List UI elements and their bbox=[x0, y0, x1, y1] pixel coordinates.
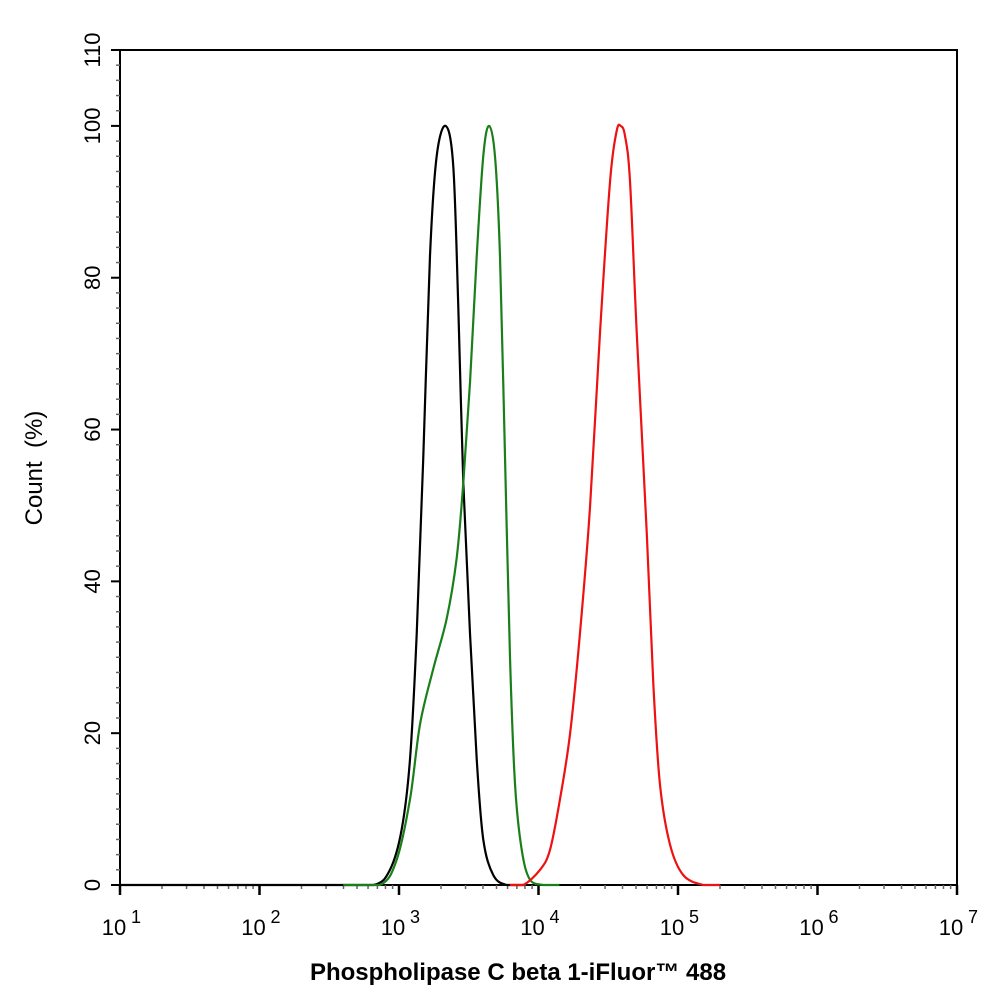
x-axis: 10 1 10 2 10 3 10 4 10 5 10 6 10 7 bbox=[102, 885, 978, 940]
x-tick-label: 10 bbox=[520, 915, 544, 940]
histogram-line-red bbox=[510, 123, 720, 887]
y-tick-label: 80 bbox=[80, 265, 105, 289]
x-tick-label: 10 bbox=[799, 915, 823, 940]
x-tick-label: 10 bbox=[381, 915, 405, 940]
y-tick-label: 60 bbox=[80, 417, 105, 441]
x-tick-exponent: 1 bbox=[131, 907, 141, 927]
x-tick-label: 10 bbox=[660, 915, 684, 940]
x-tick-exponent: 6 bbox=[828, 907, 838, 927]
histogram-line-green bbox=[343, 124, 560, 887]
x-tick-label: 10 bbox=[102, 915, 126, 940]
y-axis: 0 20 40 60 80 100 110 bbox=[80, 32, 120, 891]
y-tick-label: 20 bbox=[80, 721, 105, 745]
x-axis-label: Phospholipase C beta 1-iFluor™ 488 bbox=[310, 959, 726, 986]
y-tick-label: 0 bbox=[80, 879, 105, 891]
y-axis-label: Count (%) bbox=[21, 411, 48, 526]
histogram-line-black bbox=[119, 124, 525, 887]
x-tick-exponent: 5 bbox=[689, 907, 699, 927]
x-tick-label: 10 bbox=[939, 915, 963, 940]
x-tick-exponent: 2 bbox=[270, 907, 280, 927]
y-tick-label: 40 bbox=[80, 569, 105, 593]
x-tick-exponent: 7 bbox=[968, 907, 978, 927]
y-tick-label: 100 bbox=[80, 108, 105, 145]
plot-frame bbox=[119, 49, 958, 886]
x-tick-exponent: 4 bbox=[549, 907, 559, 927]
series-group bbox=[119, 123, 720, 887]
x-tick-exponent: 3 bbox=[410, 907, 420, 927]
y-tick-label: 110 bbox=[80, 32, 105, 67]
x-tick-label: 10 bbox=[241, 915, 265, 940]
